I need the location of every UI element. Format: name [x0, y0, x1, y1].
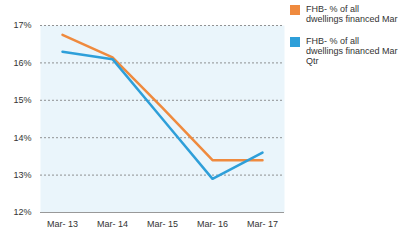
svg-text:Mar- 15: Mar- 15 [147, 219, 178, 229]
svg-text:17%: 17% [13, 20, 31, 30]
svg-text:Mar- 16: Mar- 16 [197, 219, 228, 229]
svg-text:12%: 12% [13, 207, 31, 217]
html-text:FHB- % of all dwellings financ: FHB- % of all dwellings financed Mar [306, 4, 398, 24]
html-text:FHB- % of all dwellings financ: FHB- % of all dwellings financed Mar Qtr [306, 36, 398, 66]
svg-text:13%: 13% [13, 170, 31, 180]
svg-text:16%: 16% [13, 58, 31, 68]
svg-text:15%: 15% [13, 95, 31, 105]
svg-text:14%: 14% [13, 133, 31, 143]
svg-text:Mar- 13: Mar- 13 [47, 219, 78, 229]
svg-text:Mar- 17: Mar- 17 [247, 219, 278, 229]
svg-text:Mar- 14: Mar- 14 [97, 219, 128, 229]
